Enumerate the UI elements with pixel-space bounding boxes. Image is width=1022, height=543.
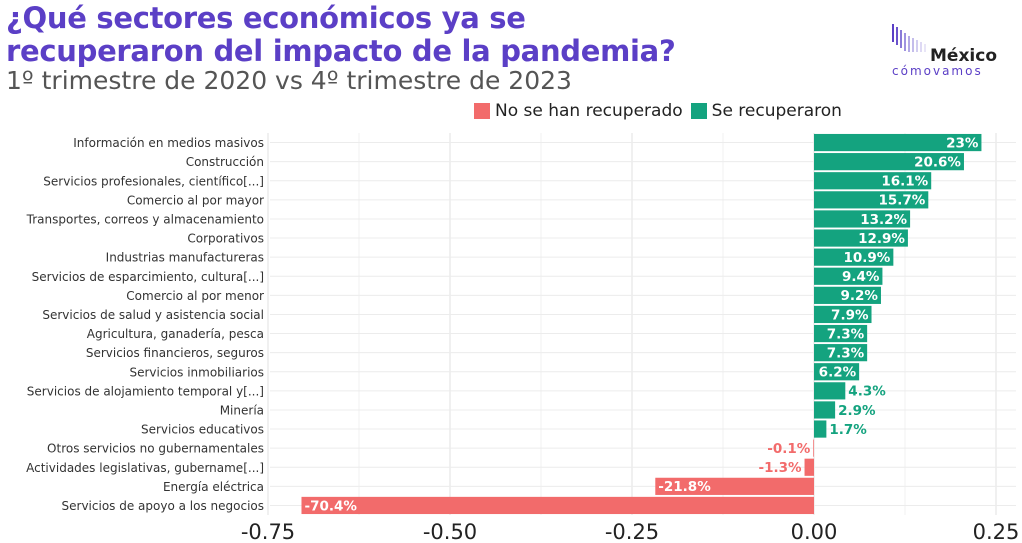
data-label: 7.9% [831, 307, 869, 323]
category-label: Servicios de esparcimiento, cultura[...] [32, 270, 264, 284]
data-label: 6.2% [819, 365, 857, 381]
data-label: 1.7% [829, 422, 867, 438]
data-label: 7.3% [827, 326, 865, 342]
bar [814, 229, 908, 247]
bar [301, 496, 814, 515]
category-label: Comercio al por menor [126, 289, 264, 303]
bar [814, 324, 868, 343]
bar [814, 210, 911, 228]
category-label: Servicios profesionales, científico[...] [43, 174, 264, 188]
data-label: 20.6% [914, 154, 961, 170]
mexico-como-vamos-logo: México cómovamos [890, 24, 1005, 80]
category-label: Servicios inmobiliarios [129, 365, 264, 379]
category-label: Minería [220, 403, 264, 417]
x-tick-label: 0.25 [973, 520, 1020, 543]
category-label: Servicios de apoyo a los negocios [62, 499, 264, 513]
data-label: 7.3% [827, 345, 865, 361]
chart-subtitle: 1º trimestre de 2020 vs 4º trimestre de … [6, 66, 572, 95]
data-label: 23% [946, 135, 979, 151]
bar-logo-icon [892, 24, 926, 52]
data-label: 15.7% [878, 193, 925, 209]
data-label: 2.9% [838, 403, 876, 419]
category-label: Actividades legislativas, gubername[...] [26, 461, 264, 475]
chart-title: ¿Qué sectores económicos ya se recuperar… [6, 1, 676, 68]
logo-word-comovamos: cómovamos [892, 64, 983, 78]
data-label: -0.1% [767, 441, 811, 457]
data-label: 4.3% [848, 384, 886, 400]
category-label: Comercio al por mayor [127, 193, 264, 207]
chart-legend: No se han recuperado Se recuperaron [474, 100, 850, 122]
bar [814, 363, 860, 381]
data-label: 10.9% [844, 250, 891, 266]
data-label: 16.1% [881, 174, 928, 190]
data-label: 9.4% [842, 269, 880, 285]
bar [814, 305, 872, 324]
x-tick-label: -0.50 [423, 520, 477, 543]
category-label: Información en medios masivos [73, 136, 264, 150]
category-label: Corporativos [187, 232, 264, 246]
bar [814, 191, 929, 209]
category-label: Industrias manufactureras [106, 251, 264, 265]
bar [814, 420, 827, 438]
title-line-2: recuperaron del impacto de la pandemia? [6, 34, 676, 68]
category-label: Energía eléctrica [163, 480, 264, 494]
bar [814, 401, 836, 419]
bar [655, 477, 814, 495]
bar [814, 248, 894, 266]
legend-item-recovered: Se recuperaron [690, 101, 842, 121]
bar [813, 439, 814, 457]
data-label: 9.2% [841, 288, 879, 304]
category-label: Transportes, correos y almacenamiento [26, 212, 264, 226]
x-tick-label: 0.00 [791, 520, 838, 543]
category-label: Construcción [186, 155, 264, 169]
x-tick-label: -0.75 [241, 520, 295, 543]
data-label: 12.9% [858, 231, 905, 247]
category-label: Otros servicios no gubernamentales [47, 442, 264, 456]
title-line-1: ¿Qué sectores económicos ya se [6, 1, 526, 35]
category-label: Servicios de salud y asistencia social [42, 308, 264, 322]
bar [814, 382, 846, 400]
data-label: 13.2% [860, 212, 907, 228]
legend-swatch-not-recovered [474, 103, 490, 119]
logo-word-mexico: México [930, 46, 997, 66]
data-label: -1.3% [758, 460, 802, 476]
bar [814, 267, 883, 285]
bar [804, 458, 814, 476]
data-label: -70.4% [304, 498, 357, 514]
category-label: Servicios financieros, seguros [86, 346, 264, 360]
category-label: Agricultura, ganadería, pesca [87, 327, 264, 341]
legend-label-recovered: Se recuperaron [711, 101, 842, 121]
category-label: Servicios de alojamiento temporal y[...] [27, 384, 264, 398]
bar [814, 286, 881, 304]
legend-item-not-recovered: No se han recuperado [474, 101, 683, 121]
data-label: -21.8% [658, 479, 711, 495]
bar [814, 344, 868, 362]
category-label: Servicios educativos [141, 423, 264, 437]
bar [814, 133, 982, 152]
legend-label-not-recovered: No se han recuperado [495, 101, 683, 121]
bar [814, 172, 932, 190]
legend-swatch-recovered [690, 103, 707, 119]
bar [814, 153, 964, 171]
x-tick-label: -0.25 [605, 520, 659, 543]
